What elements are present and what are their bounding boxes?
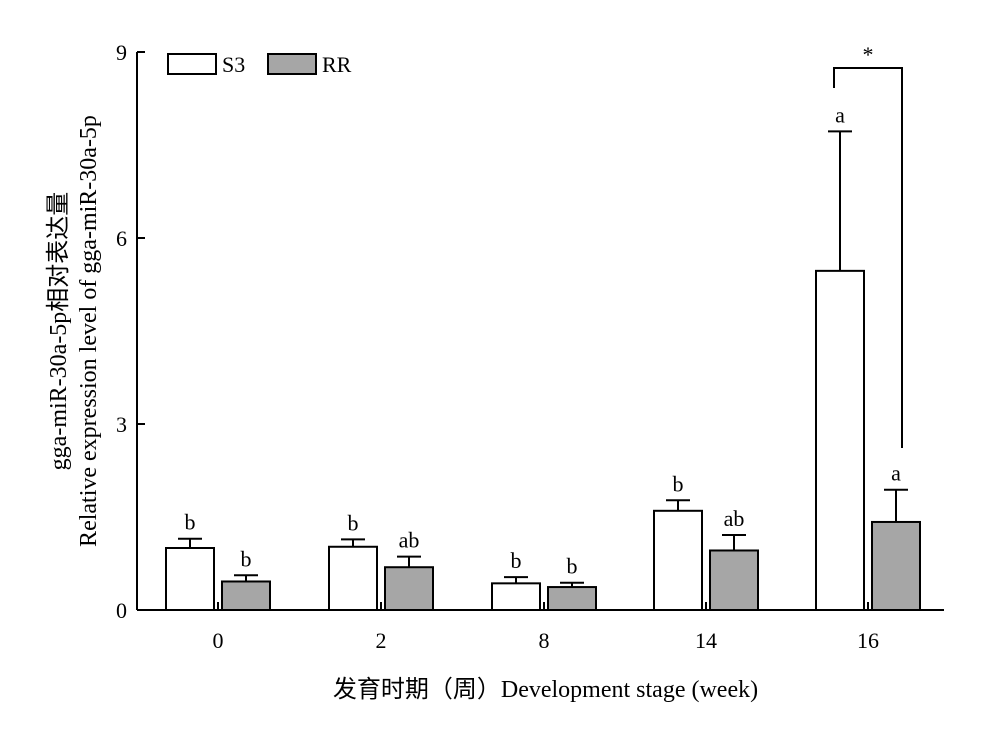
y-tick-label: 6: [116, 226, 127, 251]
significance-letter: b: [567, 554, 578, 579]
bar-s3-0: [165, 547, 215, 611]
significance-letter: b: [348, 510, 359, 535]
bar-s3-16: [815, 269, 865, 611]
legend-swatch-s3: [167, 53, 217, 75]
y-tick-label: 0: [116, 598, 127, 623]
bar-rr-0: [221, 580, 271, 611]
significance-star: *: [863, 42, 874, 67]
y-tick-label: 3: [116, 412, 127, 437]
significance-letter: b: [241, 546, 252, 571]
significance-letter: ab: [724, 506, 745, 531]
y-tick-label: 9: [116, 40, 127, 65]
significance-letter: b: [673, 471, 684, 496]
x-axis-title: 发育时期（周）Development stage (week): [333, 676, 758, 703]
labels: 发育时期（周）Development stage (week) gga-miR-3…: [45, 42, 903, 703]
bar-rr-2: [384, 566, 434, 611]
bar-s3-2: [328, 545, 378, 612]
x-tick-label: 14: [695, 628, 717, 653]
y-axis-title-cn: gga-miR-30a-5p相对表达量: [45, 192, 72, 471]
y-axis-title-en: Relative expression level of gga-miR-30a…: [76, 115, 102, 547]
significance-letter: b: [511, 548, 522, 573]
bar-rr-16: [871, 520, 921, 612]
axes: 0 3 6 9 0 2 8 14 16: [116, 40, 944, 653]
significance-letter: a: [835, 102, 845, 127]
bar-rr-8: [547, 586, 597, 611]
x-tick-label: 16: [857, 628, 879, 653]
legend-label-s3: S3: [222, 52, 245, 77]
bar-rr-14: [709, 549, 759, 611]
significance-bracket: [833, 67, 903, 448]
significance-letter: ab: [399, 528, 420, 553]
legend-label-rr: RR: [322, 52, 352, 77]
x-tick-label: 8: [539, 628, 550, 653]
legend-swatch-rr: [267, 53, 317, 75]
x-tick-label: 2: [376, 628, 387, 653]
significance-letter: b: [185, 510, 196, 535]
legend: S3 RR: [167, 52, 352, 77]
bar-s3-14: [653, 509, 703, 611]
bar-s3-8: [491, 582, 541, 612]
x-tick-label: 0: [213, 628, 224, 653]
significance-letter: a: [891, 461, 901, 486]
bars: [165, 130, 921, 612]
